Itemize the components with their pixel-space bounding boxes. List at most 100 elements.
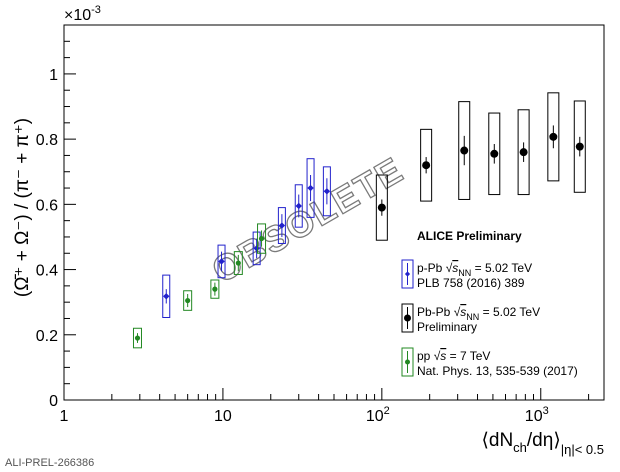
- data-point: [295, 202, 302, 210]
- x-tick-label: 1: [60, 408, 69, 425]
- data-point: [490, 149, 499, 158]
- sys-error-box: [420, 128, 433, 202]
- sys-error-box: [257, 223, 267, 254]
- data-point: [549, 132, 558, 141]
- legend-prefix: p-Pb: [417, 261, 446, 275]
- data-point: [377, 203, 386, 212]
- data-point: [278, 222, 286, 229]
- legend-suffix: = 7 TeV: [446, 349, 490, 363]
- data-point: [422, 161, 431, 170]
- alice-preliminary-label: ALICE Preliminary: [417, 229, 522, 243]
- legend-label-line1: p-Pb √sNN = 5.02 TeV: [417, 261, 532, 278]
- x-tick-label-base: 10: [214, 408, 232, 425]
- y-tick-label: 0: [49, 393, 58, 410]
- y-axis-label: (Ω̄⁺ + Ω⁻) / (π⁻ + π⁺): [12, 118, 33, 297]
- legend-sqrt-sign: √: [446, 261, 453, 275]
- x-label-sub2: |η|< 0.5: [561, 442, 604, 457]
- sys-error-box: [375, 174, 388, 241]
- legend-sqrt-sign: √: [454, 305, 461, 319]
- legend-sqrt-sign: √: [434, 349, 441, 363]
- x-tick-label-base: 10: [525, 408, 543, 425]
- data-point: [519, 148, 528, 157]
- legend-sys-box: [401, 303, 414, 333]
- x-axis-label: ⟨dNch/dη⟩|η|< 0.5: [481, 430, 604, 457]
- data-point: [134, 335, 141, 341]
- x-tick-label: 102: [366, 405, 390, 425]
- legend-sqrt-var: s: [460, 305, 466, 319]
- y-tick-label: 0.8: [36, 132, 58, 149]
- y-exponent-label: ×10-3: [64, 4, 101, 24]
- x-tick-label-base: 10: [366, 408, 384, 425]
- preliminary-id-label: ALI-PREL-266386: [5, 457, 94, 469]
- sys-error-box: [162, 274, 171, 319]
- data-point: [235, 260, 241, 266]
- sys-error-box: [217, 244, 226, 279]
- sys-error-box: [517, 109, 530, 196]
- legend-sqrt-sub: NN: [458, 268, 471, 278]
- legend-sys-box: [401, 259, 414, 289]
- x-tick-label: 10: [214, 408, 232, 425]
- sys-error-box: [547, 92, 560, 182]
- x-tick-label-exponent: 3: [543, 405, 549, 417]
- legend-marker: [404, 271, 411, 277]
- series-2: [132, 223, 267, 349]
- sys-error-box: [573, 100, 586, 193]
- sys-error-box: [277, 207, 286, 244]
- data-point: [258, 235, 265, 242]
- legend-sys-box: [401, 347, 414, 377]
- legend-label-line2: Nat. Phys. 13, 535-539 (2017): [417, 364, 578, 378]
- sys-error-box: [294, 184, 303, 228]
- legend-label-line2: PLB 758 (2016) 389: [417, 276, 525, 290]
- x-label-main: ⟨dN: [481, 430, 513, 451]
- data-point: [218, 258, 225, 265]
- legend-label-line1: Pb-Pb √sNN = 5.02 TeV: [417, 305, 540, 322]
- y-tick-label: 0.4: [36, 263, 58, 280]
- sys-error-box: [306, 158, 315, 218]
- y-tick-label: 1: [49, 67, 58, 84]
- data-point: [460, 146, 469, 155]
- series-1: [375, 92, 586, 241]
- sys-error-box: [252, 231, 261, 266]
- x-tick-label: 103: [525, 405, 549, 425]
- legend-suffix: = 5.02 TeV: [471, 261, 532, 275]
- sys-error-box: [132, 327, 142, 349]
- y-tick-label: 0.6: [36, 197, 58, 214]
- legend-marker: [404, 314, 411, 322]
- sys-error-box: [488, 112, 501, 196]
- legend-marker: [405, 359, 410, 365]
- sys-error-box: [458, 101, 471, 200]
- legend-suffix: = 5.02 TeV: [479, 305, 540, 319]
- data-point: [253, 245, 260, 252]
- legend-prefix: pp: [417, 349, 434, 363]
- y-exponent-base: ×10: [64, 7, 91, 24]
- data-point: [307, 184, 314, 192]
- sys-error-box: [322, 166, 331, 217]
- x-label-sub: ch: [513, 440, 527, 455]
- data-point: [212, 286, 218, 292]
- series-0: [162, 158, 331, 319]
- data-point: [185, 297, 191, 304]
- legend-label-line1: pp √s = 7 TeV: [417, 349, 490, 363]
- sys-error-box: [210, 279, 220, 299]
- legend-sqrt-var: s: [440, 349, 446, 363]
- x-label-mid: /dη⟩: [527, 430, 561, 451]
- data-point: [163, 293, 170, 300]
- sys-error-box: [183, 290, 193, 311]
- data-point: [575, 142, 584, 151]
- legend-label-line2: Preliminary: [417, 320, 477, 334]
- legend-sqrt-var: s: [452, 261, 458, 275]
- y-tick-label: 0.2: [36, 328, 58, 345]
- sys-error-box: [233, 251, 243, 275]
- data-point: [323, 188, 331, 195]
- legend-prefix: Pb-Pb: [417, 305, 454, 319]
- x-tick-label-exponent: 2: [384, 405, 390, 417]
- y-exponent-power: -3: [91, 4, 101, 16]
- x-tick-label-base: 1: [60, 408, 69, 425]
